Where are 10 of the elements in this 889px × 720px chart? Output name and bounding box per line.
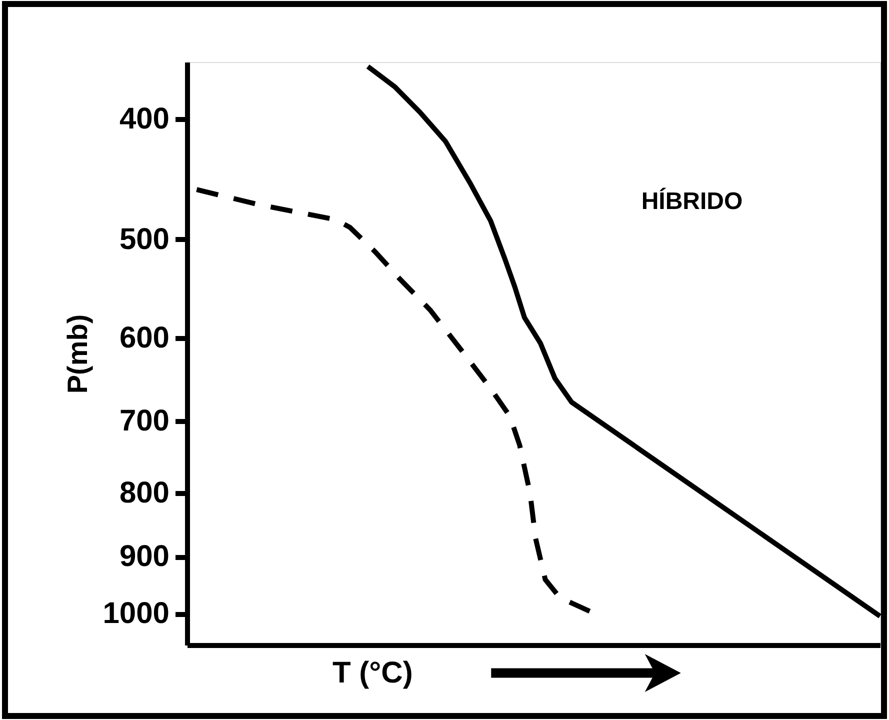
y-tick-label: 600 <box>119 321 170 354</box>
y-tick-label: 500 <box>119 222 170 256</box>
y-tick-label: 800 <box>119 476 170 510</box>
y-tick-label: 900 <box>119 540 170 574</box>
y-tick-label: 400 <box>119 102 170 136</box>
annotation: HÍBRIDO <box>641 187 743 215</box>
y-tick-label: 700 <box>119 404 170 438</box>
x-axis-title: T (°C) <box>332 656 413 690</box>
y-tick-label: 1000 <box>102 597 170 630</box>
y-axis-title: P(mb) <box>62 314 93 394</box>
